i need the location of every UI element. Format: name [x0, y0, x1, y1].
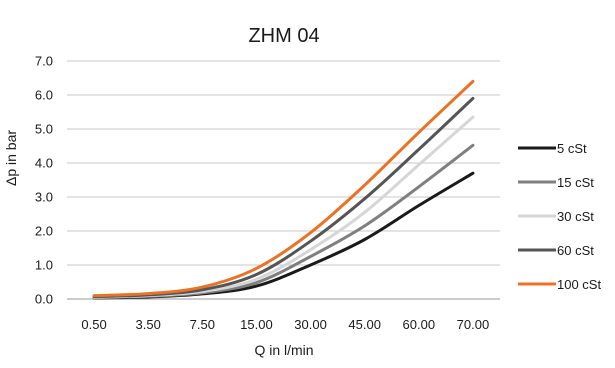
- legend-item-5-cst: 5 cSt: [518, 141, 587, 156]
- y-tick-label: 6.0: [35, 88, 53, 103]
- y-tick-label: 3.0: [35, 190, 53, 205]
- legend-label: 5 cSt: [557, 141, 587, 156]
- legend-label: 100 cSt: [557, 277, 601, 292]
- legend-item-30-cst: 30 cSt: [518, 209, 594, 224]
- x-tick-label: 15.00: [240, 317, 273, 332]
- x-tick-label: 70.00: [457, 317, 490, 332]
- x-tick-label: 3.50: [136, 317, 161, 332]
- y-tick-label: 2.0: [35, 224, 53, 239]
- series-line-5-cst: [92, 171, 475, 300]
- x-axis-label: Q in l/min: [254, 342, 313, 358]
- series-lines: [92, 79, 475, 300]
- series-line-100-cst: [92, 79, 475, 298]
- legend: 5 cSt 15 cSt 30 cSt 60 cSt 100 cSt: [518, 141, 601, 292]
- x-tick-label: 7.50: [190, 317, 215, 332]
- x-tick-label: 0.50: [81, 317, 106, 332]
- x-tick-label: 30.00: [294, 317, 327, 332]
- x-tick-label: 60.00: [403, 317, 436, 332]
- y-tick-label: 4.0: [35, 156, 53, 171]
- y-tick-label: 1.0: [35, 258, 53, 273]
- legend-label: 60 cSt: [557, 243, 594, 258]
- gridlines: [67, 60, 500, 300]
- legend-item-60-cst: 60 cSt: [518, 243, 594, 258]
- legend-label: 30 cSt: [557, 209, 594, 224]
- x-axis-ticks: 0.50 3.50 7.50 15.00 30.00 45.00 60.00 70.00: [81, 317, 489, 332]
- y-axis-label: Δp in bar: [3, 130, 19, 186]
- y-tick-label: 7.0: [35, 54, 53, 69]
- y-axis-ticks: 0.0 1.0 2.0 3.0 4.0 5.0 6.0 7.0: [35, 54, 53, 307]
- legend-item-100-cst: 100 cSt: [518, 277, 601, 292]
- y-tick-label: 5.0: [35, 122, 53, 137]
- chart-title: ZHM 04: [248, 25, 319, 47]
- legend-label: 15 cSt: [557, 175, 594, 190]
- y-tick-label: 0.0: [35, 292, 53, 307]
- legend-item-15-cst: 15 cSt: [518, 175, 594, 190]
- x-tick-label: 45.00: [348, 317, 381, 332]
